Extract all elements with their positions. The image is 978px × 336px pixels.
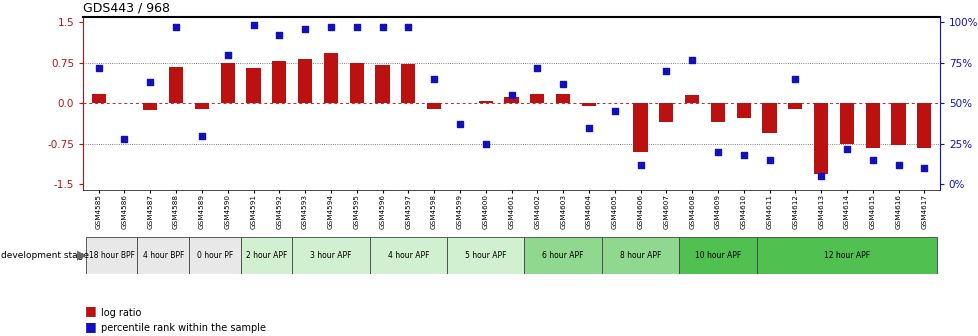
Bar xyxy=(865,103,879,148)
Bar xyxy=(169,67,183,103)
Text: 10 hour APF: 10 hour APF xyxy=(694,251,740,260)
Point xyxy=(606,109,622,114)
Point xyxy=(658,68,674,74)
Bar xyxy=(787,103,802,109)
Bar xyxy=(220,63,235,103)
Text: ■: ■ xyxy=(85,304,97,318)
Bar xyxy=(86,237,137,274)
Point xyxy=(684,57,699,62)
Point xyxy=(375,25,390,30)
Text: ■: ■ xyxy=(85,320,97,333)
Bar xyxy=(137,237,189,274)
Bar xyxy=(246,68,260,103)
Point xyxy=(297,26,313,31)
Bar xyxy=(426,103,441,109)
Bar xyxy=(658,103,673,122)
Bar xyxy=(556,94,569,103)
Point xyxy=(425,76,441,82)
Text: 6 hour APF: 6 hour APF xyxy=(542,251,583,260)
Text: 0 hour PF: 0 hour PF xyxy=(197,251,233,260)
Bar xyxy=(195,103,208,109)
Bar xyxy=(478,100,492,103)
Bar xyxy=(735,103,750,119)
Bar xyxy=(916,103,930,148)
Bar xyxy=(839,103,853,144)
Point xyxy=(813,174,828,179)
Point xyxy=(194,133,209,138)
Bar xyxy=(530,94,544,103)
Bar xyxy=(241,237,291,274)
Bar xyxy=(524,237,601,274)
Bar xyxy=(297,59,312,103)
Bar xyxy=(601,237,679,274)
Bar xyxy=(143,103,157,110)
Point xyxy=(503,92,518,98)
Bar xyxy=(272,61,287,103)
Text: GDS443 / 968: GDS443 / 968 xyxy=(83,1,170,14)
Text: 2 hour APF: 2 hour APF xyxy=(245,251,287,260)
Bar xyxy=(447,237,524,274)
Point xyxy=(116,136,132,142)
Bar xyxy=(189,237,241,274)
Text: 4 hour BPF: 4 hour BPF xyxy=(143,251,184,260)
Text: 18 hour BPF: 18 hour BPF xyxy=(88,251,134,260)
Point xyxy=(632,162,647,168)
Bar xyxy=(633,103,647,152)
Point xyxy=(890,162,906,168)
Point xyxy=(452,122,467,127)
Bar xyxy=(710,103,725,122)
Bar xyxy=(370,237,447,274)
Point xyxy=(91,65,107,70)
Point xyxy=(220,52,236,57)
Bar xyxy=(685,95,698,103)
Point xyxy=(168,25,184,30)
Point xyxy=(348,25,364,30)
Point xyxy=(786,76,802,82)
Bar xyxy=(756,237,936,274)
Text: ▶: ▶ xyxy=(77,249,87,262)
Point xyxy=(761,157,777,163)
Point xyxy=(143,80,158,85)
Bar xyxy=(375,66,389,103)
Point xyxy=(477,141,493,146)
Bar xyxy=(324,53,337,103)
Text: 4 hour APF: 4 hour APF xyxy=(387,251,428,260)
Point xyxy=(245,23,261,28)
Bar xyxy=(814,103,827,174)
Bar xyxy=(291,237,370,274)
Text: percentile rank within the sample: percentile rank within the sample xyxy=(101,323,266,333)
Bar xyxy=(349,63,364,103)
Bar xyxy=(401,65,415,103)
Bar xyxy=(679,237,756,274)
Point xyxy=(323,25,338,30)
Bar xyxy=(504,97,518,103)
Bar xyxy=(92,94,106,103)
Bar xyxy=(581,103,596,106)
Point xyxy=(581,125,597,130)
Text: 3 hour APF: 3 hour APF xyxy=(310,251,351,260)
Bar xyxy=(891,103,905,145)
Point xyxy=(915,166,931,171)
Point xyxy=(555,81,570,87)
Point xyxy=(735,153,751,158)
Bar xyxy=(762,103,776,133)
Text: development stage: development stage xyxy=(1,251,89,260)
Point xyxy=(838,146,854,152)
Text: log ratio: log ratio xyxy=(101,307,141,318)
Point xyxy=(400,25,416,30)
Point xyxy=(529,65,545,70)
Point xyxy=(864,157,879,163)
Text: 8 hour APF: 8 hour APF xyxy=(619,251,660,260)
Text: 12 hour APF: 12 hour APF xyxy=(823,251,869,260)
Point xyxy=(271,33,287,38)
Point xyxy=(709,149,725,155)
Text: 5 hour APF: 5 hour APF xyxy=(465,251,506,260)
